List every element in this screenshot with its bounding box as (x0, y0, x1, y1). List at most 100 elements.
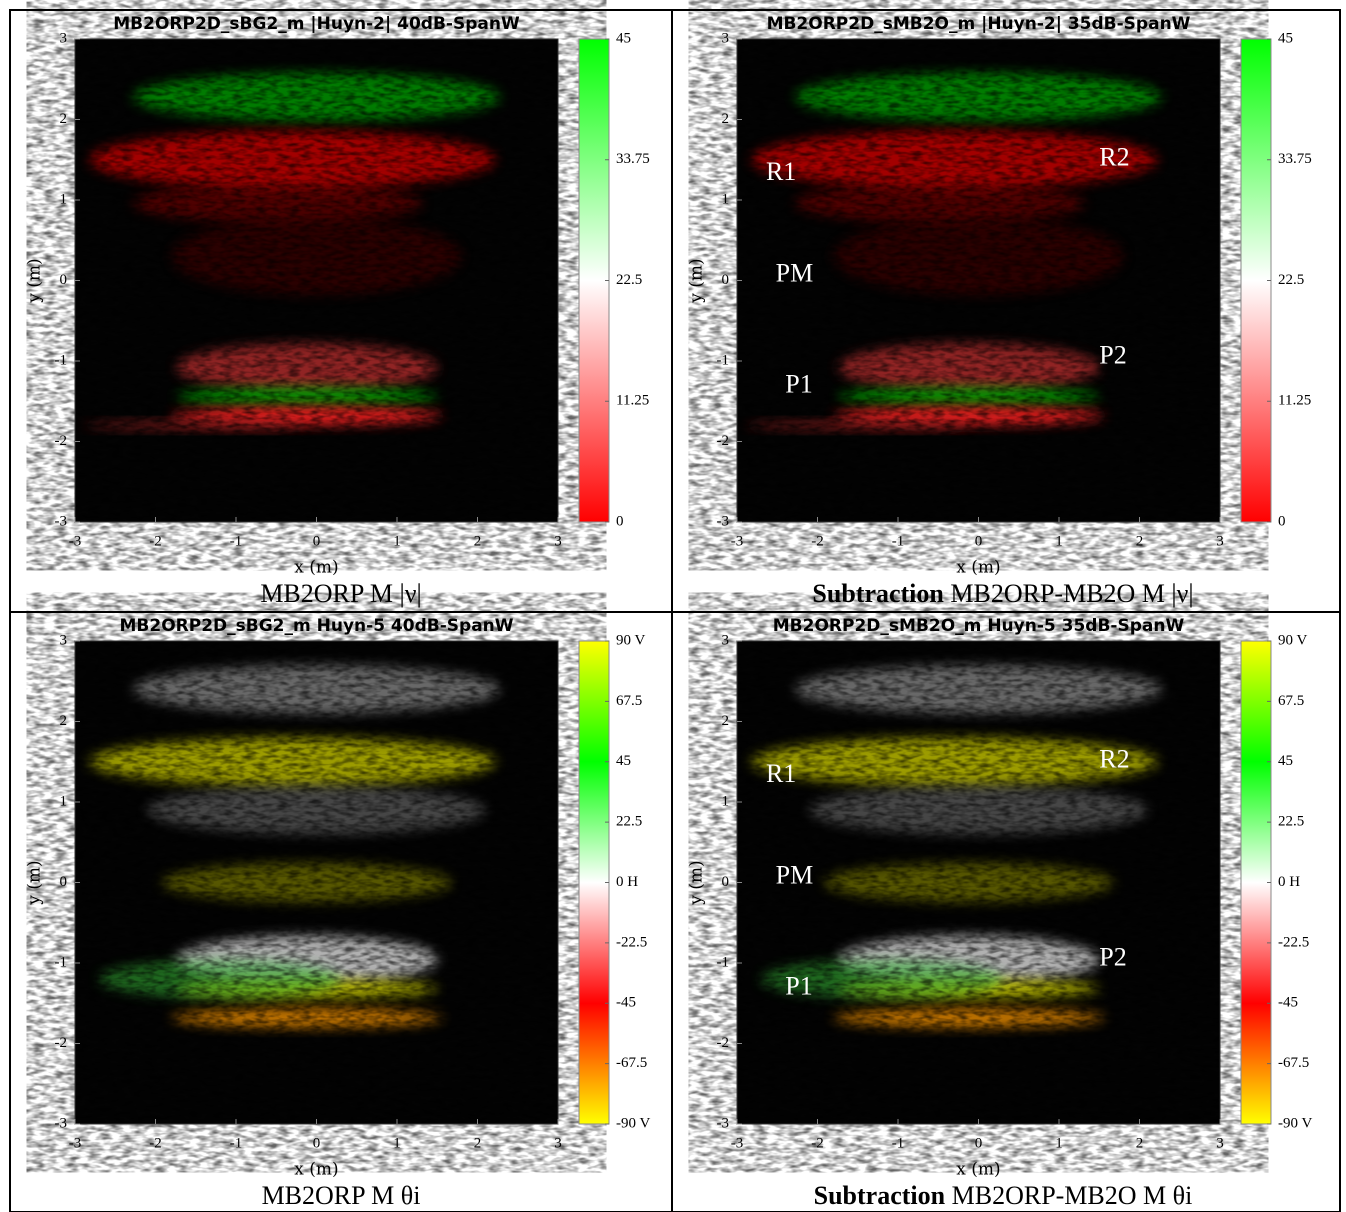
caption-text: MB2ORP M |ν| (260, 579, 421, 608)
y-tick-label: 0 (60, 272, 68, 288)
annotation: P1 (785, 370, 812, 399)
y-tick-label: 3 (60, 30, 68, 46)
x-tick-label: 2 (1136, 533, 1144, 549)
x-tick-label: -1 (892, 533, 905, 549)
x-axis-label: x (m) (294, 558, 338, 578)
caption: MB2ORP M |ν| (260, 579, 421, 608)
x-tick-label: 1 (393, 1135, 401, 1151)
colorbar-tick-label: -90 V (616, 1115, 650, 1131)
colorbar-tick-label: 45 (1278, 30, 1293, 46)
y-axis-label: y (m) (687, 860, 707, 905)
y-tick-label: -3 (55, 513, 68, 529)
colorbar-tick-label: 45 (1278, 753, 1293, 769)
colorbar-tick-label: 67.5 (616, 693, 642, 709)
y-tick-label: 3 (722, 632, 730, 648)
y-tick-label: -3 (55, 1115, 68, 1131)
colorbar-tick-label: -45 (1278, 995, 1298, 1011)
colorbar-tick-label: -45 (616, 995, 636, 1011)
x-tick-label: -2 (149, 1135, 162, 1151)
caption-text: MB2ORP-MB2O M θi (952, 1181, 1193, 1210)
y-tick-label: -3 (717, 1115, 730, 1131)
colorbar-tick-label: 33.75 (616, 151, 650, 167)
caption-text: MB2ORP M θi (262, 1181, 421, 1210)
colorbar-tick-label: 0 H (1278, 874, 1300, 890)
y-tick-label: 1 (60, 793, 68, 809)
x-tick-label: -1 (230, 1135, 243, 1151)
x-tick-label: 0 (975, 533, 983, 549)
y-tick-label: 1 (60, 191, 68, 207)
y-tick-label: -2 (55, 1035, 68, 1051)
y-tick-label: 2 (60, 713, 68, 729)
x-tick-label: 3 (1216, 1135, 1224, 1151)
annotation: R2 (1099, 745, 1129, 774)
plot-title: MB2ORP2D_sBG2_m |Huyn-2| 40dB-SpanW (113, 14, 520, 34)
y-axis-label: y (m) (25, 258, 45, 303)
colorbar-tick-label: -67.5 (616, 1055, 647, 1071)
colorbar (578, 640, 610, 1125)
caption-bold: Subtraction (814, 1181, 946, 1210)
image-noise (75, 39, 558, 522)
panel: MB2ORP2D_sBG2_m |Huyn-2| 40dB-SpanW -3 -2 -… (25, 14, 650, 608)
plot-title: MB2ORP2D_sMB2O_m |Huyn-2| 35dB-SpanW (767, 14, 1191, 34)
y-tick-label: 0 (722, 874, 730, 890)
colorbar-tick-label: 22.5 (616, 814, 642, 830)
y-tick-label: 0 (722, 272, 730, 288)
y-axis-label: y (m) (687, 258, 707, 303)
y-tick-label: 3 (60, 632, 68, 648)
caption: Subtraction MB2ORP-MB2O M |ν| (812, 579, 1193, 608)
x-tick-label: -2 (811, 1135, 824, 1151)
x-tick-label: 0 (975, 1135, 983, 1151)
colorbar-tick-label: 22.5 (1278, 814, 1304, 830)
x-tick-label: 3 (554, 1135, 562, 1151)
colorbar-tick-label: 11.25 (1278, 393, 1311, 409)
annotation: R1 (766, 157, 796, 186)
y-tick-label: 0 (60, 874, 68, 890)
x-tick-label: 1 (1055, 533, 1063, 549)
annotation: R1 (766, 759, 796, 788)
panel: MB2ORP2D_sBG2_m Huyn-5 40dB-SpanW -3 -2 -1 0… (25, 616, 651, 1210)
x-tick-label: -3 (69, 533, 82, 549)
x-tick-label: 1 (1055, 1135, 1063, 1151)
y-tick-label: -1 (717, 352, 730, 368)
colorbar-tick-label: 0 (1278, 513, 1286, 529)
panel: MB2ORP2D_sMB2O_m Huyn-5 35dB-SpanW -3 -2 -1… (687, 616, 1313, 1210)
y-tick-label: -1 (55, 352, 68, 368)
x-tick-label: 0 (313, 1135, 321, 1151)
y-tick-label: 1 (722, 191, 730, 207)
y-tick-label: -3 (717, 513, 730, 529)
caption-text: MB2ORP-MB2O M |ν| (950, 579, 1193, 608)
caption-bold: Subtraction (812, 579, 944, 608)
annotation: P2 (1099, 943, 1126, 972)
colorbar-tick-label: -90 V (1278, 1115, 1312, 1131)
x-tick-label: 1 (393, 533, 401, 549)
y-tick-label: -2 (717, 433, 730, 449)
x-axis-label: x (m) (294, 1160, 338, 1180)
x-tick-label: 2 (1136, 1135, 1144, 1151)
annotation: R2 (1099, 143, 1129, 172)
annotation: P2 (1099, 341, 1126, 370)
annotation: PM (776, 861, 814, 890)
y-tick-label: -1 (55, 954, 68, 970)
plot-title: MB2ORP2D_sBG2_m Huyn-5 40dB-SpanW (119, 616, 513, 636)
y-axis-label: y (m) (25, 860, 45, 905)
x-tick-label: -3 (731, 533, 744, 549)
colorbar-tick-label: 90 V (1278, 632, 1307, 648)
colorbar-tick-label: 67.5 (1278, 693, 1304, 709)
annotation: P1 (785, 972, 812, 1001)
y-tick-label: 1 (722, 793, 730, 809)
colorbar-tick-label: 45 (616, 753, 631, 769)
image-noise (75, 641, 558, 1124)
y-tick-label: 2 (722, 713, 730, 729)
colorbar (578, 38, 610, 523)
colorbar-tick-label: 0 H (616, 874, 638, 890)
colorbar (1240, 38, 1272, 523)
colorbar-tick-label: -22.5 (616, 934, 647, 950)
y-tick-label: -1 (717, 954, 730, 970)
colorbar-tick-label: 0 (616, 513, 624, 529)
colorbar-tick-label: 22.5 (1278, 272, 1304, 288)
x-tick-label: 2 (474, 533, 482, 549)
colorbar-tick-label: 90 V (616, 632, 645, 648)
colorbar (1240, 640, 1272, 1125)
colorbar-tick-label: 33.75 (1278, 151, 1312, 167)
